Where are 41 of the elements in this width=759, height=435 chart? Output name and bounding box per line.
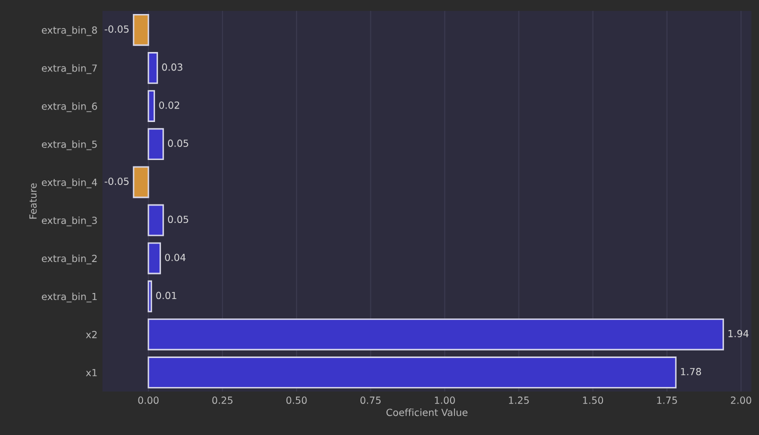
bar — [148, 280, 152, 312]
bar — [148, 90, 156, 122]
bar — [132, 166, 150, 198]
y-axis-title: Feature — [29, 183, 37, 219]
data-label: -0.05 — [104, 25, 129, 33]
y-tick-label: extra_bin_8 — [42, 26, 97, 36]
y-tick-label: x2 — [86, 330, 97, 338]
data-label: 0.02 — [159, 102, 180, 109]
bar — [148, 318, 724, 350]
bar — [148, 242, 161, 274]
x-tick-label: 0.25 — [212, 396, 232, 404]
y-tick-label: extra_bin_4 — [42, 178, 98, 188]
bar — [148, 128, 164, 160]
x-tick-label: 0.00 — [138, 396, 159, 404]
x-tick-label: 1.75 — [657, 396, 677, 404]
x-tick-label: 1.00 — [434, 396, 455, 404]
x-tick-label: 2.00 — [730, 396, 752, 404]
data-label: 0.03 — [162, 63, 182, 71]
data-label: 0.05 — [168, 140, 188, 147]
data-label: 0.01 — [156, 292, 176, 300]
y-tick-label: extra_bin_6 — [42, 102, 97, 112]
x-axis-title: Coefficient Value — [386, 408, 468, 416]
y-tick-label: extra_bin_2 — [42, 254, 97, 264]
y-tick-label: extra_bin_5 — [42, 140, 97, 150]
data-label: 1.94 — [728, 330, 749, 338]
data-label: 0.05 — [168, 216, 188, 224]
x-tick-label: 0.75 — [360, 396, 381, 404]
y-tick-label: x1 — [86, 369, 97, 376]
bar — [132, 14, 150, 46]
y-tick-label: extra_bin_1 — [42, 292, 97, 302]
y-tick-label: extra_bin_7 — [42, 64, 97, 74]
x-tick-label: 0.50 — [286, 396, 307, 404]
bar — [148, 356, 677, 388]
data-label: 1.78 — [681, 368, 701, 376]
bar — [148, 204, 164, 236]
data-label: -0.05 — [104, 178, 129, 185]
x-tick-label: 1.50 — [583, 396, 604, 404]
bar — [148, 52, 158, 84]
y-tick-label: extra_bin_3 — [42, 216, 97, 226]
x-tick-label: 1.25 — [509, 396, 529, 404]
data-label: 0.04 — [165, 254, 186, 262]
